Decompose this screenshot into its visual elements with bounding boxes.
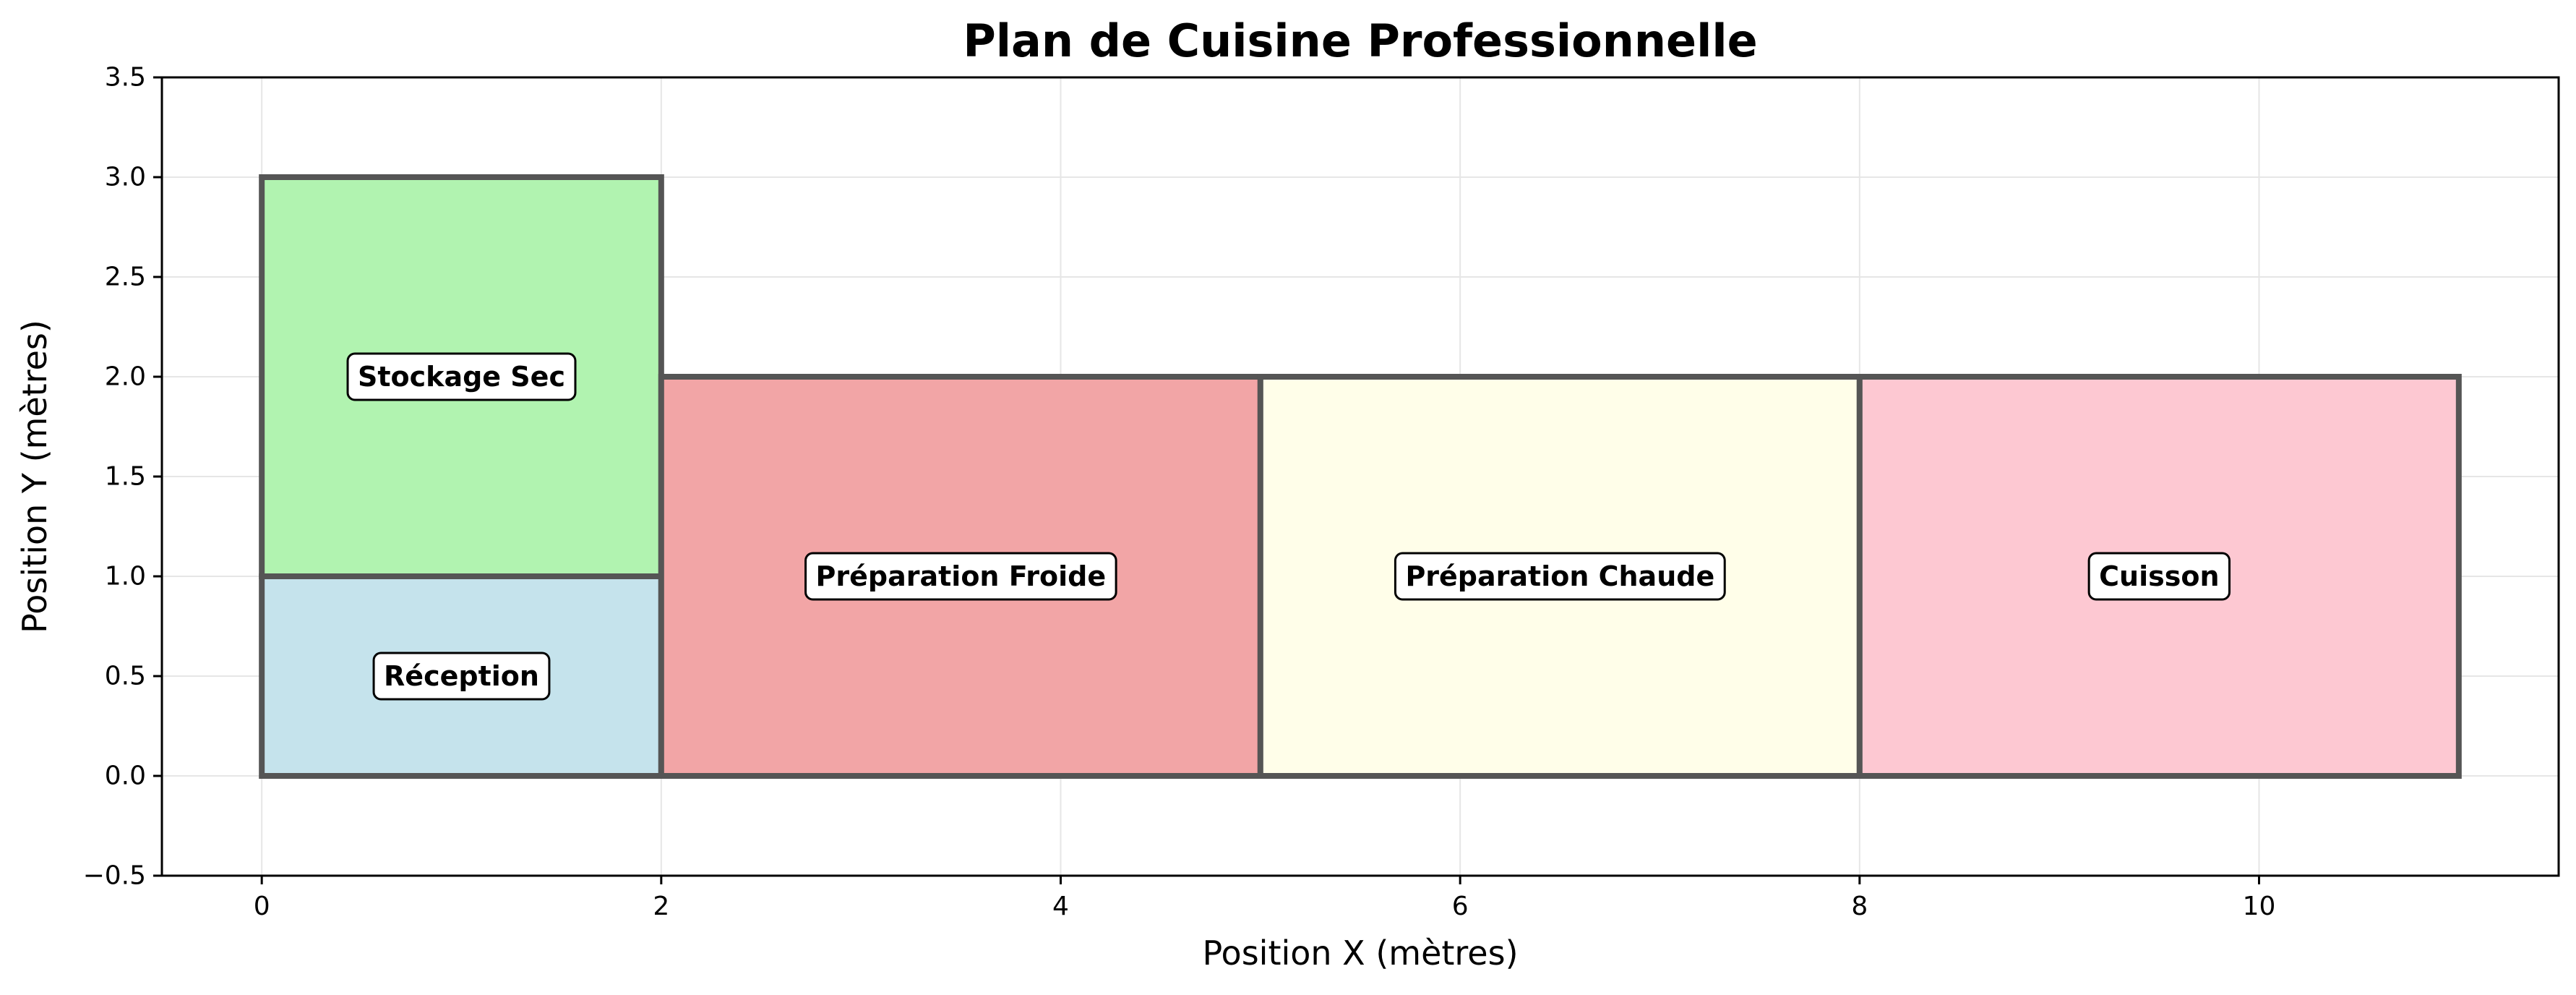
x-tick-label: 4 xyxy=(1052,892,1069,921)
zone-label: Préparation Chaude xyxy=(1405,560,1714,592)
x-tick-label: 0 xyxy=(254,892,270,921)
axis-ticks: 0 2 4 6 8 10 −0.5 0.0 0.5 1.0 1.5 2.0 2.5 3.0 3.5 xyxy=(83,63,2276,922)
zone-label-box xyxy=(1394,552,1726,601)
zone-label-box xyxy=(372,652,551,701)
y-tick-label: 1.0 xyxy=(105,562,146,592)
chart-title: Plan de Cuisine Professionnelle xyxy=(963,14,1757,67)
zone-label: Stockage Sec xyxy=(358,361,565,393)
zone-label-box xyxy=(804,552,1117,601)
y-axis-label: Position Y (mètres) xyxy=(15,320,54,633)
y-tick-label: 2.0 xyxy=(105,362,146,392)
y-tick-label: −0.5 xyxy=(83,861,146,891)
zone-labels: Réception Stockage Sec Préparation Froide P… xyxy=(346,352,2231,701)
zone-label-box xyxy=(346,352,577,401)
zone-label-box xyxy=(2087,552,2231,601)
y-tick-label: 3.5 xyxy=(105,63,146,93)
x-tick-label: 8 xyxy=(1851,892,1868,921)
y-tick-label: 0.5 xyxy=(105,662,146,691)
x-tick-label: 10 xyxy=(2243,892,2276,921)
y-tick-label: 1.5 xyxy=(105,462,146,492)
zones xyxy=(259,174,2462,779)
x-tick-label: 6 xyxy=(1452,892,1469,921)
zone-label: Réception xyxy=(384,660,539,692)
zone-label: Cuisson xyxy=(2099,560,2219,592)
x-axis-label: Position X (mètres) xyxy=(1202,934,1518,973)
zone-label: Préparation Froide xyxy=(816,560,1107,592)
y-tick-label: 3.0 xyxy=(105,163,146,192)
x-tick-label: 2 xyxy=(653,892,669,921)
y-tick-label: 2.5 xyxy=(105,262,146,292)
y-tick-label: 0.0 xyxy=(105,761,146,791)
